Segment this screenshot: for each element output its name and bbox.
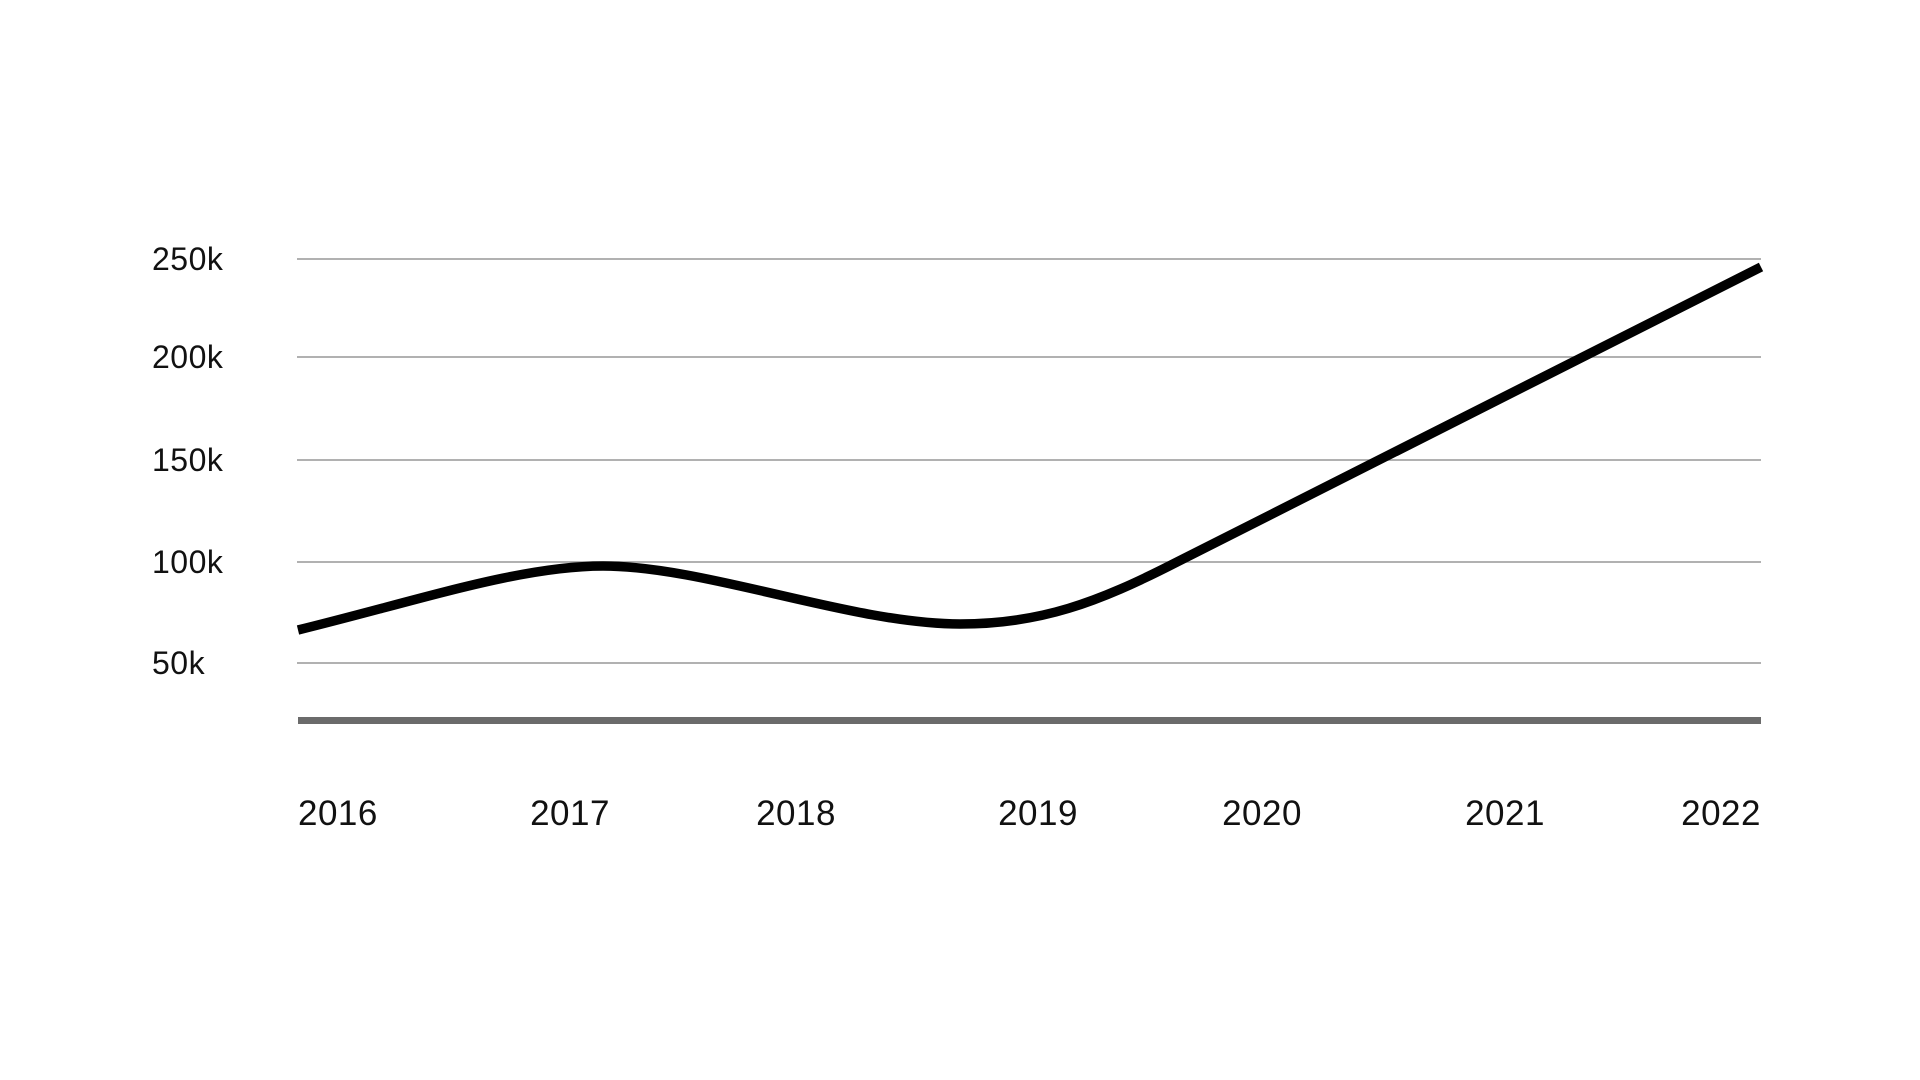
x-tick-label-2020: 2020 <box>1222 794 1302 833</box>
trend-line <box>296 262 1764 635</box>
x-tick-label-2016: 2016 <box>298 794 378 833</box>
x-tick-label-2022: 2022 <box>1681 794 1761 833</box>
y-tick-label-100k: 100k <box>152 544 224 580</box>
y-tick-label-150k: 150k <box>152 442 224 478</box>
y-tick-label-200k: 200k <box>152 339 224 375</box>
x-tick-label-2019: 2019 <box>998 794 1078 833</box>
y-tick-label-50k: 50k <box>152 645 206 681</box>
x-axis-baseline <box>298 717 1761 724</box>
x-tick-label-2021: 2021 <box>1465 794 1545 833</box>
y-tick-label-250k: 250k <box>152 241 224 277</box>
x-tick-label-2017: 2017 <box>530 794 610 833</box>
x-tick-label-2018: 2018 <box>756 794 836 833</box>
